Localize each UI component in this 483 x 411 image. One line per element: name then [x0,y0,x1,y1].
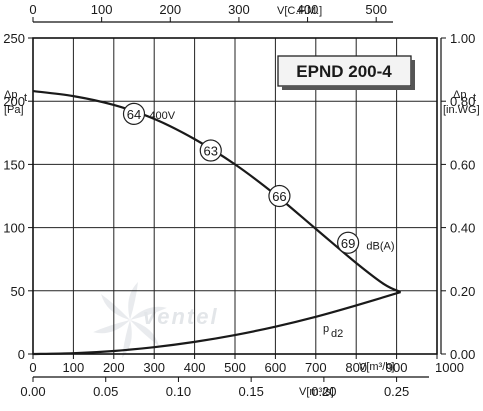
top-tick-label: 500 [365,2,387,17]
x-tick-label: 800 [345,360,367,375]
top-tick-label: 100 [91,2,113,17]
series-label-sub: d2 [331,328,343,340]
fan-blade [101,294,130,320]
x-axis-label: V[m³/h] [359,361,394,373]
y-tick-label: 150 [3,157,25,172]
y2-tick-label: 0.00 [450,347,475,362]
y2-tick-label: 0.80 [450,94,475,109]
annotation-label: 400V [149,110,175,122]
top-tick-label: 300 [228,2,250,17]
db-badge-label: 69 [341,236,355,251]
db-badge-label: 66 [272,189,286,204]
title-box: EPND 200-4 [277,55,415,90]
y-tick-label: 0 [18,347,25,362]
y-axis-label-sub: t [24,92,27,104]
y2-axis-unit: [in.WG] [443,104,480,116]
x-tick-label: 600 [265,360,287,375]
y2-tick-label: 1.00 [450,31,475,46]
db-badge [122,102,146,125]
y-tick-label: 250 [3,31,25,46]
x-tick-label: 500 [224,360,246,375]
y2-tick-label: 0.60 [450,157,475,172]
ventel-watermark: ventel [93,282,219,358]
fan-blade [93,320,130,334]
y2-tick-label: 0.20 [450,284,475,299]
x2-tick-label: 0.25 [384,384,409,399]
db-badge-label: 63 [204,143,218,158]
y2-axis-label: Δp [453,89,466,101]
annotations: 64 63 66 69 400V dB(A) [122,102,395,254]
y2-tick-label: 0.40 [450,221,475,236]
series-label: p [323,323,329,335]
x-tick-label: 100 [63,360,85,375]
db-badge [337,231,360,254]
top-tick-label: 200 [159,2,181,17]
x-tick-label: 0 [29,360,36,375]
fan-blade [122,320,132,358]
watermark-text: ventel [143,304,219,329]
chart-title: EPND 200-4 [296,62,392,81]
fan-blade [130,306,167,320]
y-tick-label: 200 [3,94,25,109]
y-axis-label: Δp [4,89,17,101]
x2-tick-label: 0.00 [20,384,45,399]
x2-tick-label: 0.05 [93,384,118,399]
x-tick-label: 1000 [435,360,464,375]
series-line-1 [32,291,401,356]
series: p d2 [32,89,402,356]
fan-blade [130,320,159,346]
axes: 0 100 200 300 400 500 600 700 800 900 1000V[m³/h]0… [3,2,479,399]
y2-axis-label-sub: t [473,92,476,104]
db-badge [268,184,291,208]
x2-tick-label: 0.10 [166,384,191,399]
fan-blade [128,282,138,320]
db-badge [199,139,222,162]
y-axis-unit: [Pa] [4,104,24,116]
y-tick-label: 50 [11,284,25,299]
top-axis-label: V[C.F.M.] [277,5,322,17]
annotation-label: dB(A) [366,240,394,252]
series-line-0 [32,89,402,294]
x-tick-label: 300 [143,360,165,375]
x2-tick-label: 0.15 [239,384,264,399]
x2-axis-label: V[m³/s] [299,386,334,398]
x-tick-label: 700 [305,360,327,375]
fan-logo-icon [93,282,167,358]
x-tick-label: 900 [386,360,408,375]
top-tick-label: 400 [297,2,319,17]
y-tick-label: 100 [3,221,25,236]
x-tick-label: 200 [103,360,125,375]
x-tick-label: 400 [184,360,206,375]
x2-tick-label: 0.20 [311,384,336,399]
top-tick-label: 0 [29,2,36,17]
grid [33,38,437,354]
db-badge-label: 64 [127,107,141,122]
